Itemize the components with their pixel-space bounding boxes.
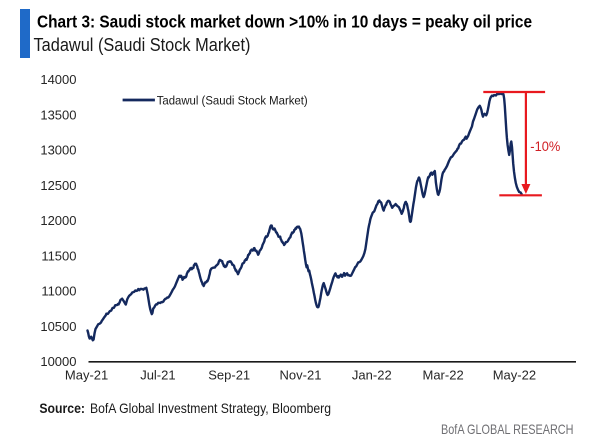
- svg-text:BofA GLOBAL RESEARCH: BofA GLOBAL RESEARCH: [441, 422, 574, 437]
- svg-text:May-21: May-21: [65, 368, 108, 383]
- svg-text:-10%: -10%: [530, 138, 560, 154]
- svg-text:11000: 11000: [41, 284, 76, 299]
- svg-text:10500: 10500: [40, 319, 76, 334]
- svg-text:May-22: May-22: [493, 368, 536, 383]
- svg-text:Source:: Source:: [39, 401, 85, 416]
- svg-text:Nov-21: Nov-21: [280, 368, 322, 383]
- svg-text:Mar-22: Mar-22: [423, 368, 464, 383]
- svg-text:13500: 13500: [40, 107, 76, 122]
- svg-text:BofA Global Investment Strateg: BofA Global Investment Strategy, Bloombe…: [90, 401, 331, 416]
- svg-text:14000: 14000: [40, 72, 76, 87]
- svg-text:Tadawul (Saudi Stock Market): Tadawul (Saudi Stock Market): [157, 93, 308, 107]
- svg-text:10000: 10000: [40, 354, 76, 369]
- svg-text:11500: 11500: [41, 248, 76, 263]
- svg-text:13000: 13000: [40, 143, 76, 158]
- svg-text:12000: 12000: [40, 213, 76, 228]
- svg-text:Chart 3: Saudi stock market do: Chart 3: Saudi stock market down >10% in…: [37, 12, 532, 32]
- svg-text:12500: 12500: [40, 178, 76, 193]
- svg-text:Jan-22: Jan-22: [352, 368, 392, 383]
- svg-text:Tadawul (Saudi Stock Market): Tadawul (Saudi Stock Market): [34, 34, 251, 55]
- svg-text:Jul-21: Jul-21: [140, 368, 175, 383]
- svg-text:Sep-21: Sep-21: [208, 368, 250, 383]
